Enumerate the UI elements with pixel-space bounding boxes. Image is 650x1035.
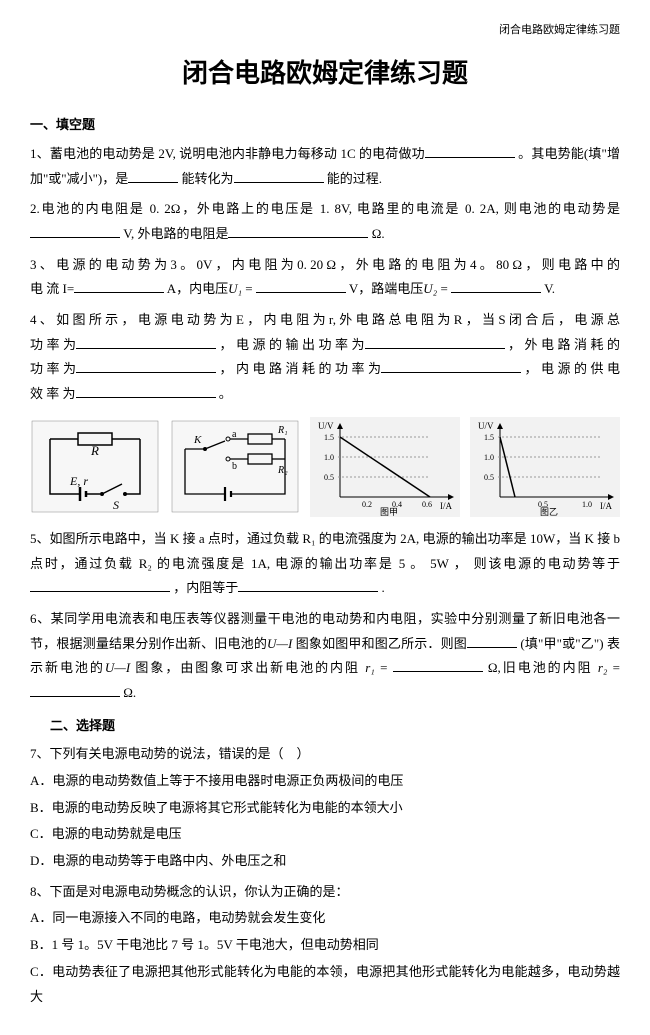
label-Er: E, r xyxy=(69,474,88,488)
blank xyxy=(381,359,521,373)
page-title: 闭合电路欧姆定律练习题 xyxy=(30,49,620,98)
q5-text-2: ，内阻等于 xyxy=(173,580,238,595)
q6-ui-2: U—I xyxy=(105,660,130,675)
question-7: 7、下列有关电源电动势的说法，错误的是（ ） A．电源的电动势数值上等于不接用电… xyxy=(30,742,620,873)
svg-text:0.2: 0.2 xyxy=(362,500,372,509)
caption-jia: 图甲 xyxy=(380,507,398,517)
question-2: 2.电池的内电阻是 0. 2Ω，外电路上的电压是 1. 8V, 电路里的电流是 … xyxy=(30,197,620,246)
blank xyxy=(76,359,216,373)
label-S: S xyxy=(113,498,119,512)
q7-option-d: D．电源的电动势等于电路中内、外电压之和 xyxy=(30,849,620,874)
xlabel: I/A xyxy=(440,501,452,511)
blank xyxy=(393,658,483,672)
svg-text:1.5: 1.5 xyxy=(324,433,334,442)
xlabel: I/A xyxy=(600,501,612,511)
q6-text-7: = xyxy=(613,660,620,675)
blank xyxy=(228,224,368,238)
label-R: R xyxy=(90,443,99,458)
q8-option-b: B．1 号 1。5V 干电池比 7 号 1。5V 干电池大，但电动势相同 xyxy=(30,933,620,958)
q6-text-4: 图象，由图象可求出新电池的内阻 xyxy=(135,660,365,675)
question-3: 3 、 电 源 的 电 动 势 为 3 。 0V ， 内 电 阻 为 0. 20… xyxy=(30,253,620,302)
blank xyxy=(451,279,541,293)
q1-text-1: 1、蓄电池的电动势是 2V, 说明电池内非静电力每移动 1C 的电荷做功 xyxy=(30,146,425,161)
circuit-1-diagram: R E, r S xyxy=(30,419,160,514)
question-6: 6、某同学用电流表和电压表等仪器测量干电池的电动势和内电阻，实验中分别测量了新旧… xyxy=(30,607,620,706)
blank xyxy=(238,578,378,592)
blank xyxy=(128,169,178,183)
svg-text:1.5: 1.5 xyxy=(484,433,494,442)
svg-text:1.0: 1.0 xyxy=(582,500,592,509)
q4-text-4: ， 内 电 路 消 耗 的 功 率 为 xyxy=(220,361,382,376)
blank xyxy=(234,169,324,183)
blank xyxy=(30,224,120,238)
q6-r1: r₁ xyxy=(365,660,375,675)
q7-option-a: A．电源的电动势数值上等于不接用电器时电源正负两极间的电压 xyxy=(30,769,620,794)
q6-text-8: Ω. xyxy=(123,685,136,700)
blank xyxy=(76,384,216,398)
q3-text-2: A，内电压 xyxy=(167,281,228,296)
svg-text:1.0: 1.0 xyxy=(324,453,334,462)
blank xyxy=(76,335,216,349)
q6-text-6: Ω,旧电池的内阻 xyxy=(488,660,598,675)
svg-text:0.5: 0.5 xyxy=(324,473,334,482)
blank xyxy=(365,335,505,349)
svg-text:0.6: 0.6 xyxy=(422,500,432,509)
caption-yi: 图乙 xyxy=(540,507,558,517)
question-4: 4 、 如 图 所 示 ， 电 源 电 动 势 为 E ， 内 电 阻 为 r,… xyxy=(30,308,620,407)
q3-text-3: = xyxy=(242,281,256,296)
q8-stem: 8、下面是对电源电动势概念的认识，你认为正确的是： xyxy=(30,880,620,905)
blank xyxy=(74,279,164,293)
q8-option-a: A．同一电源接入不同的电路，电动势就会发生变化 xyxy=(30,906,620,931)
label-R2: R₂ xyxy=(277,465,288,476)
ylabel: U/V xyxy=(478,421,494,431)
q4-text-2: ， 电 源 的 输 出 功 率 为 xyxy=(220,337,365,352)
blank xyxy=(256,279,346,293)
q3-text-6: V. xyxy=(544,281,555,296)
ylabel: U/V xyxy=(318,421,334,431)
q4-text-6: 。 xyxy=(219,386,232,401)
circuit-2-diagram: K a b R₁ R₂ xyxy=(170,419,300,514)
section-1-title: 一、填空题 xyxy=(30,113,620,138)
q3-u2: U₂ xyxy=(423,281,437,296)
q2-text-2: V, 外电路的电阻是 xyxy=(123,226,228,241)
question-1: 1、蓄电池的电动势是 2V, 说明电池内非静电力每移动 1C 的电荷做功 。其电… xyxy=(30,142,620,191)
q1-text-3: 能转化为 xyxy=(182,171,234,186)
page-header: 闭合电路欧姆定律练习题 xyxy=(30,20,620,41)
section-2-title: 二、选择题 xyxy=(50,714,620,739)
chart-yi: U/V I/A 0.5 1.0 1.5 0.5 1.0 图乙 xyxy=(470,417,620,517)
chart-jia: U/V I/A 0.5 1.0 1.5 0.2 0.4 0.6 图甲 xyxy=(310,417,460,517)
blank xyxy=(30,683,120,697)
q7-option-c: C．电源的电动势就是电压 xyxy=(30,822,620,847)
label-R1: R₁ xyxy=(277,425,288,436)
question-5: 5、如图所示电路中，当 K 接 a 点时，通过负载 R₁ 的电流强度为 2A, … xyxy=(30,527,620,601)
q3-u1: U₁ xyxy=(228,281,242,296)
question-8: 8、下面是对电源电动势概念的认识，你认为正确的是： A．同一电源接入不同的电路，… xyxy=(30,880,620,1009)
svg-text:1.0: 1.0 xyxy=(484,453,494,462)
q8-option-c: C．电动势表征了电源把其他形式能转化为电能的本领，电源把其他形式能转化为电能越多… xyxy=(30,960,620,1009)
q7-stem: 7、下列有关电源电动势的说法，错误的是（ ） xyxy=(30,742,620,767)
q5-text-3: . xyxy=(382,580,385,595)
q7-option-b: B．电源的电动势反映了电源将其它形式能转化为电能的本领大小 xyxy=(30,796,620,821)
svg-text:0.5: 0.5 xyxy=(484,473,494,482)
q3-text-5: = xyxy=(437,281,451,296)
q2-text-1: 2.电池的内电阻是 0. 2Ω，外电路上的电压是 1. 8V, 电路里的电流是 … xyxy=(30,201,620,216)
q1-text-4: 能的过程. xyxy=(327,171,382,186)
blank xyxy=(425,144,515,158)
q5-text-1: 5、如图所示电路中，当 K 接 a 点时，通过负载 R₁ 的电流强度为 2A, … xyxy=(30,531,620,571)
q6-text-5: = xyxy=(380,660,393,675)
q2-text-3: Ω. xyxy=(372,226,385,241)
blank xyxy=(467,634,517,648)
label-K: K xyxy=(193,434,202,446)
q3-text-4: V，路端电压 xyxy=(349,281,423,296)
label-b: b xyxy=(232,461,237,472)
q6-r2: r₂ xyxy=(598,660,608,675)
figure-row: R E, r S K a b R₁ xyxy=(30,417,620,517)
q6-ui-1: U—I xyxy=(267,636,292,651)
q6-text-2: 图象如图甲和图乙所示．则图 xyxy=(296,636,467,651)
blank xyxy=(30,578,170,592)
